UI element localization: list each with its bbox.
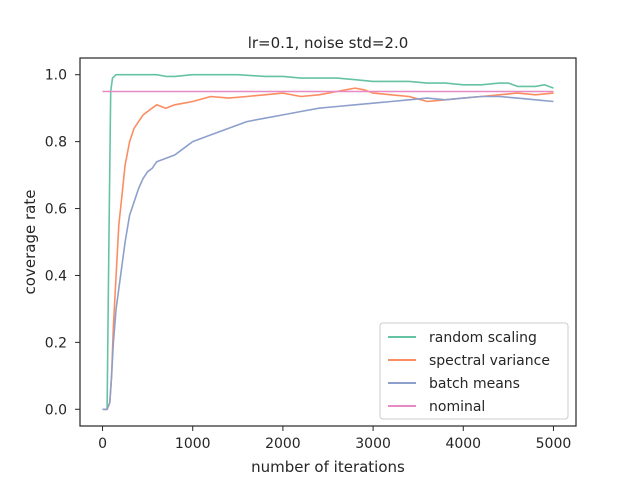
legend-label: spectral variance <box>429 353 550 369</box>
y-tick-label: 0.4 <box>45 268 67 284</box>
y-axis-title: coverage rate <box>21 190 39 295</box>
legend: random scaling spectral variance batch mea… <box>379 322 569 420</box>
series-line-batch-means <box>102 95 554 411</box>
plot-area: 0 1000 2000 3000 4000 5000 0.0 0.2 0.4 0.6 0.8 1.0 <box>45 57 577 452</box>
y-tick-label: 0.8 <box>45 135 67 151</box>
y-tick-label: 0.2 <box>45 335 67 351</box>
legend-label: batch means <box>429 376 520 392</box>
x-tick-label: 5000 <box>536 436 572 452</box>
x-tick-label: 0 <box>98 436 107 452</box>
x-tick-label: 1000 <box>175 436 211 452</box>
series-line-spectral-variance <box>102 87 554 411</box>
chart-title: lr=0.1, noise std=2.0 <box>248 34 409 52</box>
legend-label: nominal <box>429 399 485 415</box>
x-axis-title: number of iterations <box>251 458 405 476</box>
axes-frame <box>79 57 577 427</box>
y-tick-label: 0.6 <box>45 202 67 218</box>
x-tick-label: 2000 <box>265 436 301 452</box>
y-tick-label: 1.0 <box>45 68 67 84</box>
y-tick-label: 0.0 <box>45 402 67 418</box>
legend-label: random scaling <box>429 330 537 346</box>
x-tick-label: 4000 <box>445 436 481 452</box>
legend-box <box>379 322 569 420</box>
series-line-random-scaling <box>102 73 554 411</box>
x-tick-label: 3000 <box>355 436 391 452</box>
